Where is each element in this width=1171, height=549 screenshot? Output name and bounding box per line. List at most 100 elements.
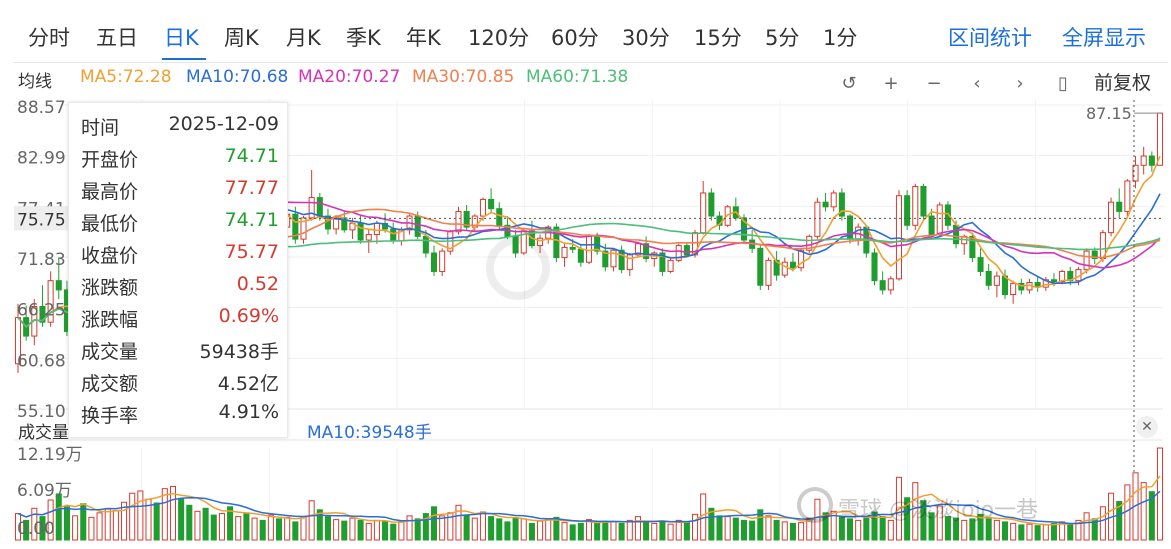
candle-body	[430, 252, 438, 272]
volume-bar	[1059, 521, 1066, 541]
volume-ma10-line	[17, 490, 1161, 525]
candle-body	[463, 210, 470, 228]
volume-bar	[1026, 523, 1033, 541]
candle-body	[1091, 250, 1098, 260]
candle-body	[610, 249, 617, 268]
candle-body	[993, 275, 1000, 286]
candle-body	[708, 192, 715, 217]
candle-body	[585, 235, 593, 263]
volume-bar	[422, 513, 429, 541]
candle-body	[683, 245, 690, 256]
volume-bar	[708, 507, 715, 541]
tab-8[interactable]: 60分	[551, 26, 599, 50]
volume-bar	[822, 512, 829, 541]
volume-bar	[406, 515, 413, 541]
volume-bar	[349, 517, 356, 541]
candle-style-icon[interactable]: ▯	[1058, 72, 1068, 94]
volume-bar	[390, 523, 397, 541]
scroll-right-icon[interactable]: ›	[1016, 72, 1024, 94]
volume-bar	[969, 518, 976, 541]
tab-10[interactable]: 15分	[694, 26, 742, 50]
tab-4[interactable]: 月K	[286, 26, 321, 50]
volume-bar	[202, 507, 209, 541]
candle-body	[985, 270, 992, 286]
candle-body	[838, 192, 845, 217]
tab-2[interactable]: 日K	[164, 26, 199, 50]
crosshair-price-box	[14, 206, 70, 231]
candle-body	[561, 246, 568, 259]
volume-bar	[1116, 501, 1123, 541]
candle-body	[757, 247, 764, 286]
volume-bar	[553, 516, 560, 541]
volume-ma10-label: MA10:39548手	[307, 423, 432, 443]
tooltip-label: 开盘价	[81, 149, 139, 171]
tab-3[interactable]: 周K	[224, 26, 259, 50]
volume-bar	[594, 522, 601, 541]
close-icon[interactable]: ✕	[1136, 416, 1158, 438]
tooltip-label: 时间	[81, 117, 120, 139]
volume-tick-label: 0.00	[17, 519, 55, 539]
tooltip-row: 收盘价 75.77	[81, 241, 279, 271]
volume-bar	[577, 522, 584, 541]
fullscreen-button[interactable]: 全屏显示	[1062, 26, 1146, 50]
tab-1[interactable]: 五日	[96, 26, 138, 50]
volume-bar	[129, 492, 136, 541]
candle-body	[455, 210, 462, 233]
candle-body	[969, 235, 976, 259]
volume-bar	[1083, 512, 1090, 541]
tab-0[interactable]: 分时	[28, 26, 70, 50]
tooltip-row: 换手率 4.91%	[81, 401, 279, 431]
range-stats-button[interactable]: 区间统计	[948, 26, 1032, 50]
volume-bar	[259, 519, 266, 541]
candle-body	[316, 197, 323, 217]
volume-bar	[585, 519, 593, 541]
volume-bar	[749, 520, 756, 541]
volume-bar	[463, 515, 470, 541]
tooltip-value: 0.69%	[218, 305, 279, 327]
candle-body	[936, 204, 943, 236]
tooltip-value: 4.52亿	[217, 373, 279, 395]
candle-body	[365, 234, 372, 241]
volume-bar	[14, 513, 22, 541]
zoom-in-icon[interactable]: +	[883, 72, 899, 94]
tooltip-value: 77.77	[224, 177, 279, 199]
volume-bar	[439, 515, 446, 541]
candle-body	[390, 228, 397, 242]
volume-bar	[520, 518, 527, 541]
volume-bar	[806, 517, 813, 541]
price-tick-label: 82.99	[17, 149, 66, 169]
volume-bar	[357, 519, 364, 541]
volume-bar	[545, 518, 552, 541]
header-divider	[14, 62, 1168, 63]
candle-body	[308, 197, 315, 219]
volume-bar	[55, 493, 62, 541]
volume-bar	[920, 500, 927, 541]
volume-bar	[235, 516, 242, 541]
candle-body	[871, 252, 878, 282]
candle-body	[1050, 279, 1057, 283]
scroll-left-icon[interactable]: ‹	[973, 72, 981, 94]
adjust-mode-select[interactable]: 前复权	[1094, 72, 1152, 94]
volume-bar	[765, 515, 772, 541]
volume-bar	[830, 510, 837, 541]
tab-7[interactable]: 120分	[468, 26, 530, 50]
tab-9[interactable]: 30分	[622, 26, 670, 50]
volume-bar	[667, 523, 674, 541]
tab-5[interactable]: 季K	[346, 26, 381, 50]
volume-bar	[308, 500, 315, 541]
tooltip-value: 4.91%	[218, 401, 279, 423]
active-tab-underline	[162, 58, 206, 60]
volume-bar	[1001, 521, 1009, 541]
zoom-out-icon[interactable]: −	[926, 72, 942, 94]
candle-body	[1148, 155, 1155, 166]
candle-body	[904, 195, 911, 226]
volume-bar	[96, 512, 103, 541]
tab-12[interactable]: 1分	[823, 26, 858, 50]
candle-body	[47, 280, 54, 323]
tooltip-value: 59438手	[199, 341, 279, 363]
tab-11[interactable]: 5分	[765, 26, 800, 50]
tab-6[interactable]: 年K	[406, 26, 441, 50]
volume-bar	[194, 510, 201, 541]
volume-bar	[324, 516, 332, 541]
reset-icon[interactable]: ↺	[841, 72, 857, 94]
